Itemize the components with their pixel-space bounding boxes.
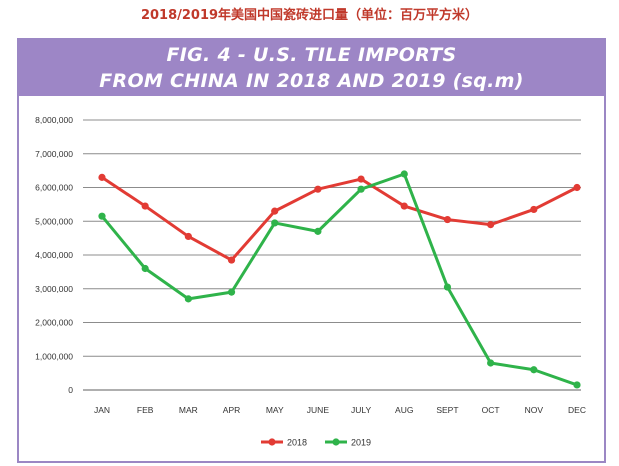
data-point-2019 — [141, 264, 149, 273]
data-point-2019 — [573, 381, 581, 389]
x-tick-label: FEB — [137, 405, 154, 415]
x-tick-label: NOV — [525, 405, 544, 415]
data-point-2018 — [184, 232, 192, 241]
x-tick-label: OCT — [482, 405, 500, 415]
y-tick-label: 7,000,000 — [35, 149, 73, 159]
x-tick-label: MAR — [179, 405, 198, 415]
data-point-2018 — [400, 202, 408, 210]
data-point-2018 — [573, 183, 581, 192]
chart-title-banner: FIG. 4 - U.S. TILE IMPORTS FROM CHINA IN… — [19, 40, 604, 96]
data-point-2018 — [357, 175, 365, 183]
data-point-2019 — [271, 219, 279, 227]
data-point-2019 — [184, 295, 192, 303]
data-point-2018 — [314, 185, 322, 193]
data-point-2019 — [98, 212, 106, 220]
series-line-2019 — [100, 172, 578, 387]
y-tick-label: 0 — [68, 385, 73, 395]
data-point-2018 — [487, 221, 495, 229]
y-tick-label: 5,000,000 — [35, 216, 73, 226]
page-caption: 2018/2019年美国中国瓷砖进口量（单位：百万平方米） — [140, 8, 479, 23]
x-tick-label: JAN — [94, 405, 110, 415]
line-chart: 0 1,000,000 2,000,000 3,000,000 4,000,000 5,0… — [35, 115, 586, 448]
data-point-2019 — [227, 288, 236, 296]
data-point-2018 — [98, 173, 106, 181]
y-tick-label: 6,000,000 — [35, 183, 73, 193]
y-tick-label: 2,000,000 — [35, 318, 73, 328]
x-tick-label: MAY — [266, 405, 284, 415]
x-tick-label: APR — [223, 405, 240, 415]
legend-swatch-marker — [268, 438, 276, 446]
x-tick-label: JULY — [351, 405, 371, 415]
series-line-2018 — [101, 176, 578, 262]
data-point-2019 — [487, 359, 495, 367]
chart-title-line-2: FROM CHINA IN 2018 AND 2019 (sq.m) — [99, 70, 524, 92]
data-point-2019 — [314, 227, 322, 235]
y-tick-label: 4,000,000 — [35, 250, 73, 260]
data-point-2019 — [357, 185, 365, 193]
y-tick-label: 3,000,000 — [35, 284, 73, 294]
data-point-2018 — [141, 202, 149, 210]
legend-label: 2018 — [287, 438, 307, 448]
data-point-2019 — [530, 366, 538, 374]
data-point-2019 — [443, 283, 452, 291]
x-tick-label: DEC — [568, 405, 586, 415]
data-point-2018 — [530, 205, 538, 214]
y-tick-label: 8,000,000 — [35, 115, 73, 125]
data-point-2018 — [443, 215, 452, 224]
x-tick-label: JUNE — [307, 405, 330, 415]
data-point-2019 — [400, 170, 408, 178]
data-point-2018 — [227, 256, 236, 264]
chart-title-line-1: FIG. 4 - U.S. TILE IMPORTS — [166, 44, 457, 66]
x-tick-label: AUG — [395, 405, 413, 415]
y-tick-label: 1,000,000 — [35, 351, 73, 361]
legend-label: 2019 — [351, 438, 371, 448]
legend-swatch-marker — [332, 438, 340, 446]
x-tick-label: SEPT — [436, 405, 458, 415]
chart-frame: FIG. 4 - U.S. TILE IMPORTS FROM CHINA IN… — [17, 38, 606, 463]
data-point-2018 — [271, 207, 279, 215]
